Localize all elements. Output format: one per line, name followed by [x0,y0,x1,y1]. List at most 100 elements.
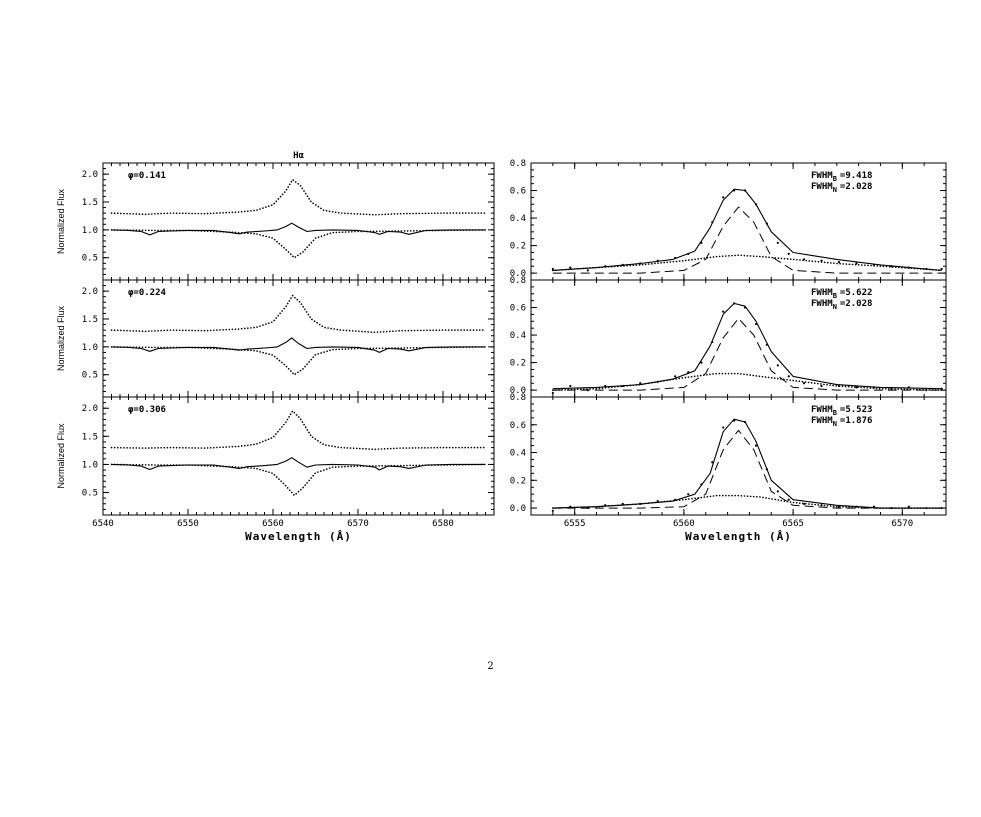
panel-frame [530,396,947,516]
data-point [639,502,642,505]
series-line-solid [111,337,486,353]
y-tick-label: 0.2 [510,242,526,252]
data-point [787,498,790,501]
y-tick-label: 0.2 [510,359,526,369]
y-tick-label: 0.4 [510,449,526,459]
series-line-dotted [110,178,487,216]
data-point [656,259,659,262]
data-point [621,263,624,266]
data-point [837,384,841,388]
y-tick-label: 0.5 [82,254,98,264]
data-point [621,502,624,505]
series-line-solid [552,188,942,271]
data-point [700,241,703,244]
series-line-dashed [552,206,942,274]
phase-label: φ=0.141 [128,171,166,181]
y-tick-label: 2.0 [82,170,98,180]
data-point [711,461,714,464]
y-tick-label: 0.4 [510,214,526,224]
series-line-solid [111,457,486,471]
y-tick-label: 1.0 [82,226,98,236]
y-tick-label: 1.5 [82,432,98,442]
y-tick-label: 2.0 [82,404,98,414]
data-point [569,384,572,388]
x-tick-label: 6570 [347,519,369,529]
data-point [711,221,714,224]
data-point [733,302,736,305]
y-tick-label: 0.0 [510,504,526,514]
data-point [569,266,572,269]
fwhm-n-label: FWHMN =2.028 [811,182,872,194]
data-point [733,419,736,422]
fwhm-b-label: FWHMB =9.418 [811,171,872,183]
data-point [925,389,928,392]
data-point [837,505,841,508]
data-point [656,380,659,383]
data-point [907,266,910,269]
phase-label: φ=0.224 [128,288,167,298]
x-tick-label: 6570 [891,519,913,529]
data-point [586,269,589,272]
data-point [872,386,876,389]
x-tick-label: 6555 [564,519,586,529]
x-tick-label: 6565 [782,519,804,529]
y-tick-label: 1.0 [82,343,98,353]
data-point [743,420,747,424]
data-point [687,493,690,496]
data-point [656,500,659,503]
y-tick-label: 0.6 [510,421,526,431]
data-point [855,262,858,265]
y-tick-label: 1.5 [82,198,98,208]
data-point [743,306,747,309]
panel-frame [530,162,947,281]
data-point [940,506,943,510]
y-tick-label: 0.8 [510,159,526,169]
data-point [586,506,589,510]
data-point [802,382,806,385]
y-tick-label: 1.0 [82,460,98,470]
y-tick-label: 0.8 [510,393,526,403]
data-point [604,504,607,507]
x-tick-label: 6550 [177,519,199,529]
data-point [925,506,928,510]
series-line-dotted [110,294,487,334]
panel-6: 6555 6560 6565 6570 0.0 0.2 0.4 0.6 0.8 FWHMB =5.5… [510,393,947,543]
y-tick-label: 0.5 [82,371,98,381]
data-point [855,505,858,508]
data-point [754,444,758,447]
series-line-solid [111,222,486,236]
y-tick-label: 0.6 [510,187,526,197]
data-point [872,505,876,508]
data-point [802,502,806,505]
data-point [820,384,823,388]
data-point [722,426,725,429]
series-line-solid [552,418,942,509]
data-point [802,258,806,261]
data-point [586,389,589,392]
data-point [940,267,943,271]
data-point [855,386,858,389]
data-point [569,505,572,508]
data-point [940,387,943,390]
y-tick-label: 0.6 [510,304,526,314]
panel-1: 0.5 1.0 1.5 2.0 φ=0.141 Hα Normalized Flux [56,151,495,281]
data-point [687,371,690,374]
data-point [925,267,928,271]
data-point [674,375,677,378]
data-point [890,387,893,390]
data-point [754,322,758,326]
panel-3: 6540 6550 6560 6570 6580 0.5 1.0 1.5 2.0 φ=0.306 W… [56,396,495,543]
data-point [787,375,790,378]
data-point [687,252,690,255]
series-line-dotted [110,346,487,376]
data-point [890,506,893,510]
chart-title: Hα [293,151,304,161]
x-axis-label: Wavelength (Å) [245,530,352,543]
y-tick-label: 0.0 [510,269,526,279]
data-point [700,361,703,364]
data-point [722,310,725,313]
panel-frame [530,279,947,398]
